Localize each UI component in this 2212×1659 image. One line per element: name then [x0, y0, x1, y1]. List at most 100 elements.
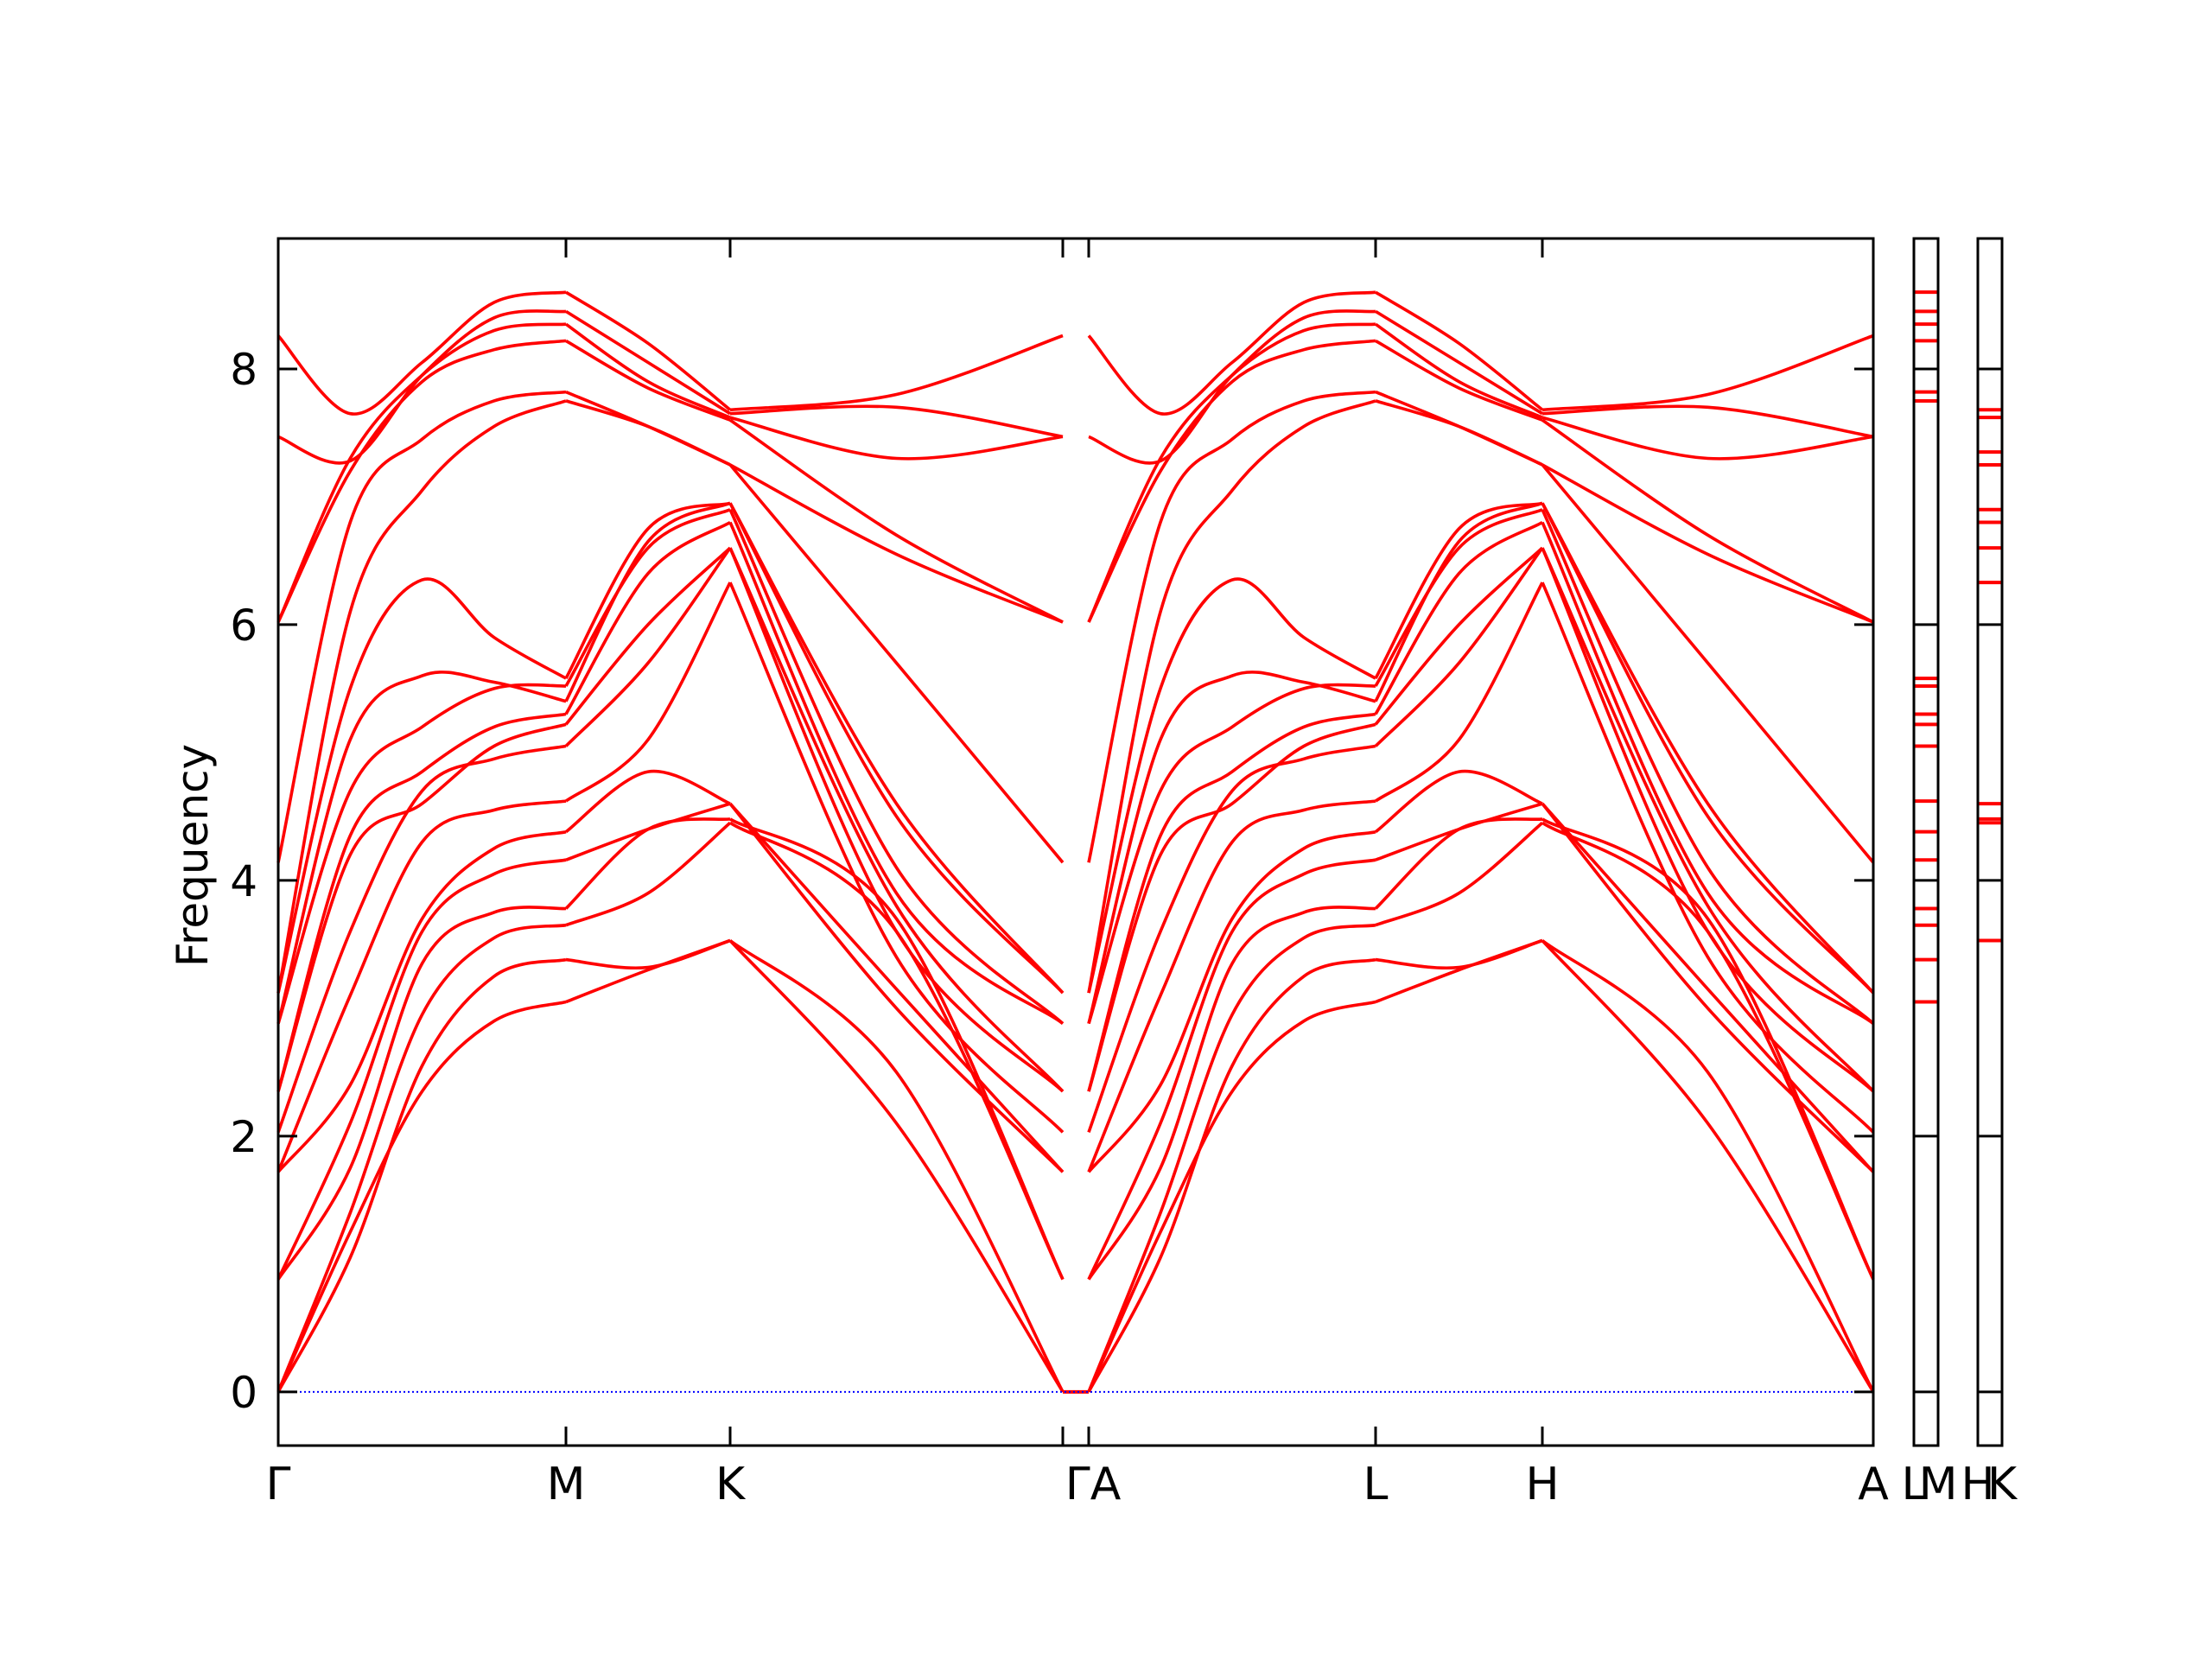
band-line — [1374, 817, 1543, 910]
band-line — [564, 817, 731, 910]
band-line — [1541, 418, 1874, 624]
band-line — [1374, 547, 1544, 747]
band-line — [565, 938, 731, 969]
band-line — [276, 683, 567, 1025]
band-line — [728, 939, 1065, 1393]
band-line — [1375, 802, 1543, 861]
band-line — [1087, 722, 1376, 1092]
band-line — [276, 1000, 567, 1393]
main-plot-frame — [276, 237, 1875, 1447]
band-line — [1541, 547, 1875, 1093]
band-line — [728, 939, 1065, 1393]
phonon-bands — [276, 290, 1875, 1394]
band-line — [1087, 957, 1376, 1393]
band-line — [564, 582, 732, 803]
band-line — [276, 390, 567, 863]
axes-frames — [276, 237, 2004, 1447]
band-line — [1374, 322, 1543, 419]
band-line — [564, 501, 731, 702]
band-line — [276, 290, 567, 416]
band-line — [1087, 712, 1376, 1092]
band-line — [565, 339, 731, 422]
band-line — [564, 546, 732, 726]
band-line — [1374, 501, 1543, 679]
band-line — [728, 802, 1065, 1173]
x-tick-label: K — [1987, 1459, 2018, 1510]
band-line — [1374, 546, 1544, 726]
band-line — [565, 309, 731, 416]
side-panels — [1914, 290, 2002, 1393]
band-line — [276, 957, 567, 1393]
x-tick-label: M — [1919, 1459, 1958, 1510]
band-line — [1541, 404, 1874, 439]
y-tick-label: 4 — [230, 856, 257, 906]
band-line — [276, 722, 567, 1092]
band-line — [1541, 939, 1875, 1393]
band-line — [276, 799, 567, 1173]
band-line — [564, 322, 731, 419]
band-line — [1375, 390, 1543, 467]
band-line — [276, 322, 567, 623]
band-line — [728, 521, 1065, 1026]
band-line — [1087, 577, 1376, 994]
band-line — [565, 290, 732, 411]
band-line — [729, 463, 1064, 624]
side-panel-frame — [1976, 237, 2004, 1447]
x-tick-label: ΓA — [1065, 1459, 1122, 1510]
band-line — [276, 712, 567, 1092]
band-line — [1087, 339, 1376, 623]
band-line — [1374, 501, 1543, 702]
x-tick-label: H — [1961, 1459, 1994, 1510]
band-line — [728, 502, 1065, 995]
band-line — [1541, 939, 1875, 1393]
x-tick-label: A — [1858, 1459, 1889, 1510]
band-line — [729, 404, 1064, 439]
band-line — [1541, 416, 1874, 461]
band-line — [728, 463, 1065, 864]
band-line — [564, 769, 731, 834]
band-line — [564, 547, 732, 747]
band-line — [1087, 923, 1376, 1393]
band-line — [1374, 582, 1544, 803]
band-line — [1541, 463, 1875, 864]
band-line — [1374, 769, 1543, 834]
band-line — [276, 858, 567, 1281]
band-line — [1087, 1000, 1376, 1393]
x-tick-label: H — [1525, 1459, 1559, 1510]
band-line — [1375, 290, 1544, 411]
band-line — [564, 508, 731, 687]
band-line — [729, 817, 1065, 1281]
band-line — [728, 418, 1064, 624]
band-line — [1374, 508, 1543, 687]
band-line — [1375, 309, 1543, 416]
band-line — [728, 547, 1065, 1093]
y-tick-label: 6 — [230, 601, 257, 651]
y-tick-label: 2 — [230, 1112, 257, 1162]
y-tick-label: 0 — [230, 1368, 257, 1418]
band-line — [1087, 744, 1376, 1134]
band-line — [728, 508, 1065, 1025]
x-tick-label: L — [1363, 1459, 1389, 1510]
band-line — [276, 399, 567, 994]
band-line — [564, 501, 731, 679]
band-line — [1087, 399, 1376, 994]
band-line — [1541, 508, 1875, 1025]
band-line — [1541, 521, 1875, 1026]
band-line — [276, 906, 567, 1281]
band-line — [1541, 802, 1875, 1173]
band-line — [1087, 683, 1376, 1025]
band-line — [729, 416, 1064, 461]
band-line — [276, 830, 567, 1173]
band-line — [1375, 339, 1543, 422]
band-line — [728, 502, 1065, 995]
band-line — [728, 802, 1065, 1173]
band-line — [565, 390, 731, 467]
band-line — [276, 744, 567, 1134]
band-line — [1087, 858, 1376, 1281]
band-line — [276, 923, 567, 1393]
band-line — [729, 334, 1064, 412]
band-line — [565, 821, 732, 927]
x-tick-label: L — [1902, 1459, 1927, 1510]
